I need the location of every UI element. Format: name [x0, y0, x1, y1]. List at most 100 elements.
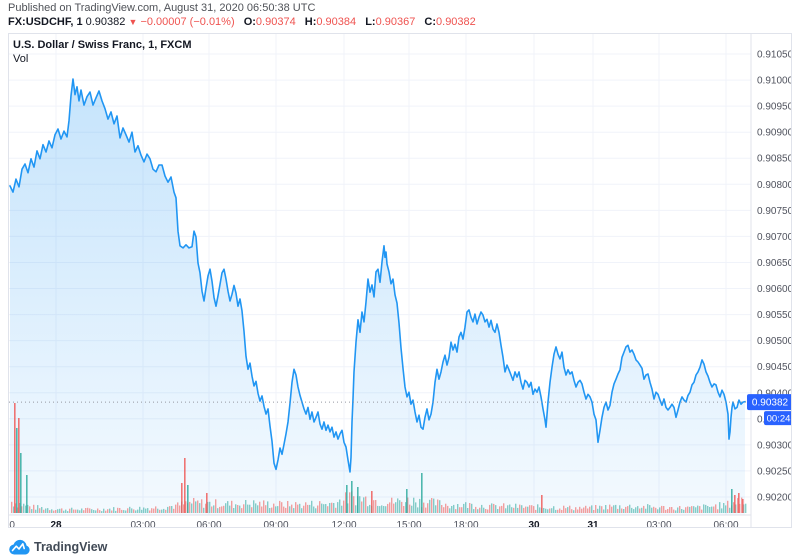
chart-panel[interactable]: U.S. Dollar / Swiss Franc, 1, FXCM Vol 0…	[8, 33, 792, 528]
volume-bar	[369, 504, 371, 513]
volume-bar	[365, 496, 367, 513]
time-tick-label[interactable]: :00	[9, 520, 15, 527]
price-tick-label[interactable]: 0.90400	[757, 388, 791, 399]
volume-bar	[95, 510, 97, 513]
volume-bar	[175, 504, 177, 513]
volume-bar	[183, 504, 185, 513]
volume-bar	[701, 509, 703, 513]
price-tick-label[interactable]: 0.91000	[757, 76, 791, 87]
volume-bar	[377, 505, 379, 513]
volume-bar	[519, 504, 521, 513]
volume-bar	[681, 509, 683, 513]
time-tick-label[interactable]: 15:00	[396, 520, 421, 527]
volume-bar	[15, 503, 17, 513]
volume-bar	[343, 500, 345, 513]
volume-bar	[243, 504, 245, 513]
volume-bar	[137, 509, 139, 513]
volume-bar	[341, 505, 343, 513]
volume-bar	[597, 508, 599, 513]
volume-bar	[555, 509, 557, 513]
volume-bar	[39, 508, 41, 513]
volume-spike-bar	[26, 475, 28, 513]
volume-bar	[455, 509, 457, 513]
volume-bar	[675, 510, 677, 513]
volume-bar	[111, 510, 113, 513]
price-tick-label[interactable]: 0.91050	[757, 50, 791, 61]
volume-spike-bar	[357, 487, 359, 513]
volume-bar	[203, 507, 205, 513]
volume-bar	[643, 505, 645, 513]
symbol-label: FX:USDCHF, 1	[8, 16, 83, 28]
volume-bar	[711, 506, 713, 513]
time-tick-label[interactable]: 31	[587, 520, 599, 527]
time-tick-label[interactable]: 12:00	[331, 520, 356, 527]
price-tick-label[interactable]: 0.90750	[757, 206, 791, 217]
axis-layer: 0.91050 0.91000 0.90950 0.90900 0.90850 0.908…	[9, 34, 791, 527]
price-tick-label[interactable]: 0.90700	[757, 232, 791, 243]
volume-bar	[379, 506, 381, 513]
volume-bar	[105, 510, 107, 513]
time-tick-label[interactable]: 06:00	[713, 520, 738, 527]
volume-bar	[361, 501, 363, 513]
price-tick-label[interactable]: 0.90200	[757, 493, 791, 504]
volume-bar	[653, 506, 655, 513]
price-tick-label[interactable]: 0.90300	[757, 440, 791, 451]
published-line: Published on TradingView.com, August 31,…	[8, 2, 316, 14]
price-tick-label[interactable]: 0.90450	[757, 362, 791, 373]
volume-bar	[313, 506, 315, 513]
volume-bar	[655, 507, 657, 513]
footer[interactable]: TradingView	[8, 537, 107, 557]
volume-bar	[603, 509, 605, 513]
price-tick-label[interactable]: 0.90600	[757, 284, 791, 295]
chart-svg[interactable]: 0.91050 0.91000 0.90950 0.90900 0.90850 0.908…	[9, 34, 791, 527]
volume-bar	[525, 506, 527, 513]
time-tick-label[interactable]: 28	[50, 520, 62, 527]
time-tick-label[interactable]: 09:00	[263, 520, 288, 527]
volume-bar	[173, 508, 175, 513]
price-tick-label[interactable]: 0.90800	[757, 180, 791, 191]
time-tick-label[interactable]: 18:00	[453, 520, 478, 527]
brand-text[interactable]: TradingView	[34, 540, 108, 554]
volume-bar	[647, 504, 649, 513]
volume-bar	[59, 508, 61, 513]
ohlc-bar: FX:USDCHF, 1 0.90382 ▼ −0.00007 (−0.01%)…	[8, 16, 476, 28]
last-price-label: 0.90382	[752, 398, 789, 409]
volume-bar	[537, 504, 539, 513]
volume-bar	[661, 505, 663, 513]
volume-bar	[479, 507, 481, 513]
time-tick-label[interactable]: 03:00	[130, 520, 155, 527]
price-tick-label[interactable]: 0.90250	[757, 466, 791, 477]
open-value: 0.90374	[255, 16, 296, 28]
time-tick-label[interactable]: 03:00	[646, 520, 671, 527]
volume-spike-bar	[184, 458, 186, 513]
tradingview-logo-icon[interactable]	[8, 539, 30, 556]
volume-bar	[395, 502, 397, 513]
price-tick-label[interactable]: 0.90950	[757, 102, 791, 113]
volume-bar	[123, 510, 125, 513]
volume-bar	[191, 503, 193, 513]
price-tick-label[interactable]: 0.90650	[757, 258, 791, 269]
volume-bar	[631, 507, 633, 513]
volume-bar	[381, 505, 383, 513]
price-tick-label[interactable]: 0.90850	[757, 154, 791, 165]
volume-bar	[501, 505, 503, 513]
volume-bar	[587, 508, 589, 513]
time-tick-label[interactable]: 06:00	[196, 520, 221, 527]
chart-title: U.S. Dollar / Swiss Franc, 1, FXCM	[13, 39, 192, 51]
volume-bar	[561, 509, 563, 513]
price-tick-label[interactable]: 0.90550	[757, 310, 791, 321]
volume-bar	[735, 504, 737, 513]
volume-bar	[33, 504, 35, 513]
volume-spike-bar	[18, 418, 20, 513]
price-tick-label[interactable]: 0.90500	[757, 336, 791, 347]
volume-bar	[619, 505, 621, 513]
volume-bar	[405, 502, 407, 513]
volume-bar	[615, 504, 617, 513]
volume-bar	[625, 506, 627, 513]
volume-bar	[607, 509, 609, 513]
volume-bar	[745, 503, 747, 513]
volume-bar	[233, 508, 235, 513]
price-tick-label[interactable]: 0.90900	[757, 128, 791, 139]
time-tick-label[interactable]: 30	[528, 520, 540, 527]
volume-bar	[305, 502, 307, 513]
